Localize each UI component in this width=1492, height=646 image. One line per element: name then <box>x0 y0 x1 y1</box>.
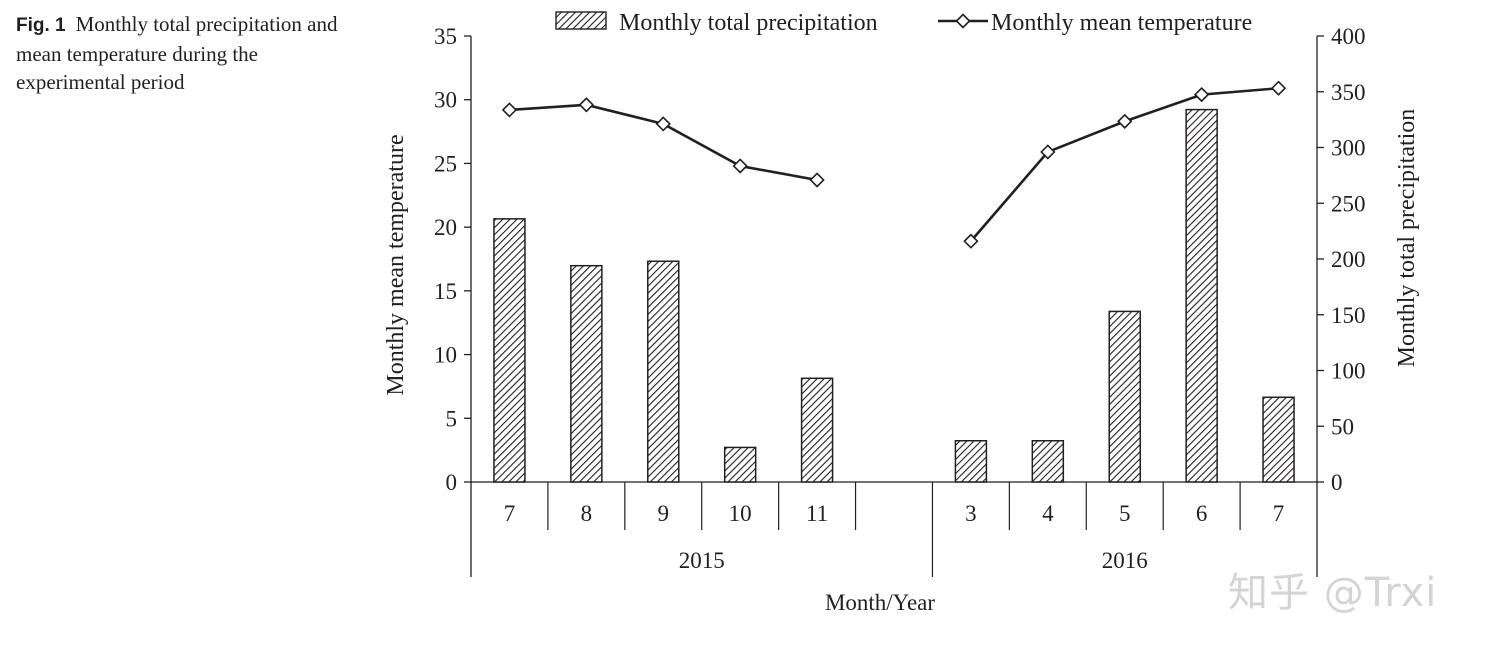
precipitation-bar <box>1108 310 1141 483</box>
x-tick-label: 7 <box>504 501 516 526</box>
x-tick-label: 10 <box>729 501 752 526</box>
temperature-point <box>1194 86 1210 103</box>
right-tick-label: 350 <box>1331 80 1366 105</box>
left-tick-label: 0 <box>446 470 458 495</box>
left-tick-label: 30 <box>434 88 457 113</box>
precipitation-bar <box>647 260 680 483</box>
temperature-point <box>1040 144 1056 160</box>
legend-temperature-label: Monthly mean temperature <box>991 10 1252 36</box>
right-tick-label: 250 <box>1331 191 1366 216</box>
x-tick-label: 6 <box>1196 501 1208 526</box>
temperature-point <box>655 116 671 132</box>
left-tick-label: 15 <box>434 279 457 304</box>
left-axis-title: Monthly mean temperature <box>383 134 409 395</box>
x-tick-label: 4 <box>1042 501 1054 526</box>
temperature-line-segment <box>969 86 1279 243</box>
temperature-point <box>809 172 825 188</box>
x-axis-title: Month/Year <box>825 590 935 615</box>
right-tick-label: 200 <box>1331 247 1366 272</box>
right-tick-label: 150 <box>1331 303 1366 328</box>
right-tick-label: 400 <box>1331 24 1366 49</box>
precipitation-bar <box>723 446 757 483</box>
legend-precipitation-swatch <box>555 11 607 30</box>
x-tick-label: 11 <box>806 501 828 526</box>
x-tick-label: 8 <box>581 501 593 526</box>
precipitation-bar <box>493 218 526 483</box>
temperature-line-segment <box>509 103 818 182</box>
right-axis-title: Monthly total precipitation <box>1394 109 1420 368</box>
right-tick-label: 300 <box>1331 136 1366 161</box>
precipitation-bar <box>1031 439 1065 483</box>
x-tick-label: 3 <box>965 501 977 526</box>
precipitation-bar <box>1185 108 1218 483</box>
x-group-label: 2016 <box>1102 548 1148 573</box>
watermark: 知乎 @Trxi <box>1228 570 1438 616</box>
temperature-point <box>963 233 979 249</box>
left-tick-label: 20 <box>434 215 457 240</box>
temperature-point <box>578 97 594 113</box>
x-tick-label: 7 <box>1273 501 1285 526</box>
x-tick-label: 5 <box>1119 501 1131 526</box>
figure-caption-text: Monthly total precipitation and mean tem… <box>16 12 338 94</box>
right-tick-label: 50 <box>1331 414 1354 439</box>
precipitation-bar <box>954 439 988 483</box>
left-tick-label: 35 <box>434 24 457 49</box>
left-tick-label: 5 <box>446 406 458 431</box>
x-tick-label: 9 <box>658 501 670 526</box>
temperature-point <box>732 158 748 174</box>
x-group-label: 2015 <box>679 548 725 573</box>
right-tick-label: 100 <box>1331 359 1366 384</box>
temperature-point <box>501 102 518 118</box>
legend-temperature-marker <box>955 13 971 29</box>
precipitation-bar <box>570 264 603 483</box>
right-tick-label: 0 <box>1331 470 1343 495</box>
temperature-point <box>1270 80 1287 96</box>
left-tick-label: 25 <box>434 151 457 176</box>
legend-precipitation-label: Monthly total precipitation <box>619 10 878 36</box>
figure-caption: Fig. 1 Monthly total precipitation and me… <box>16 10 346 96</box>
precipitation-bar <box>1262 396 1295 483</box>
left-tick-label: 10 <box>434 343 457 368</box>
temperature-point <box>1117 113 1133 130</box>
figure-label: Fig. 1 <box>16 15 66 36</box>
precipitation-bar <box>800 377 834 483</box>
